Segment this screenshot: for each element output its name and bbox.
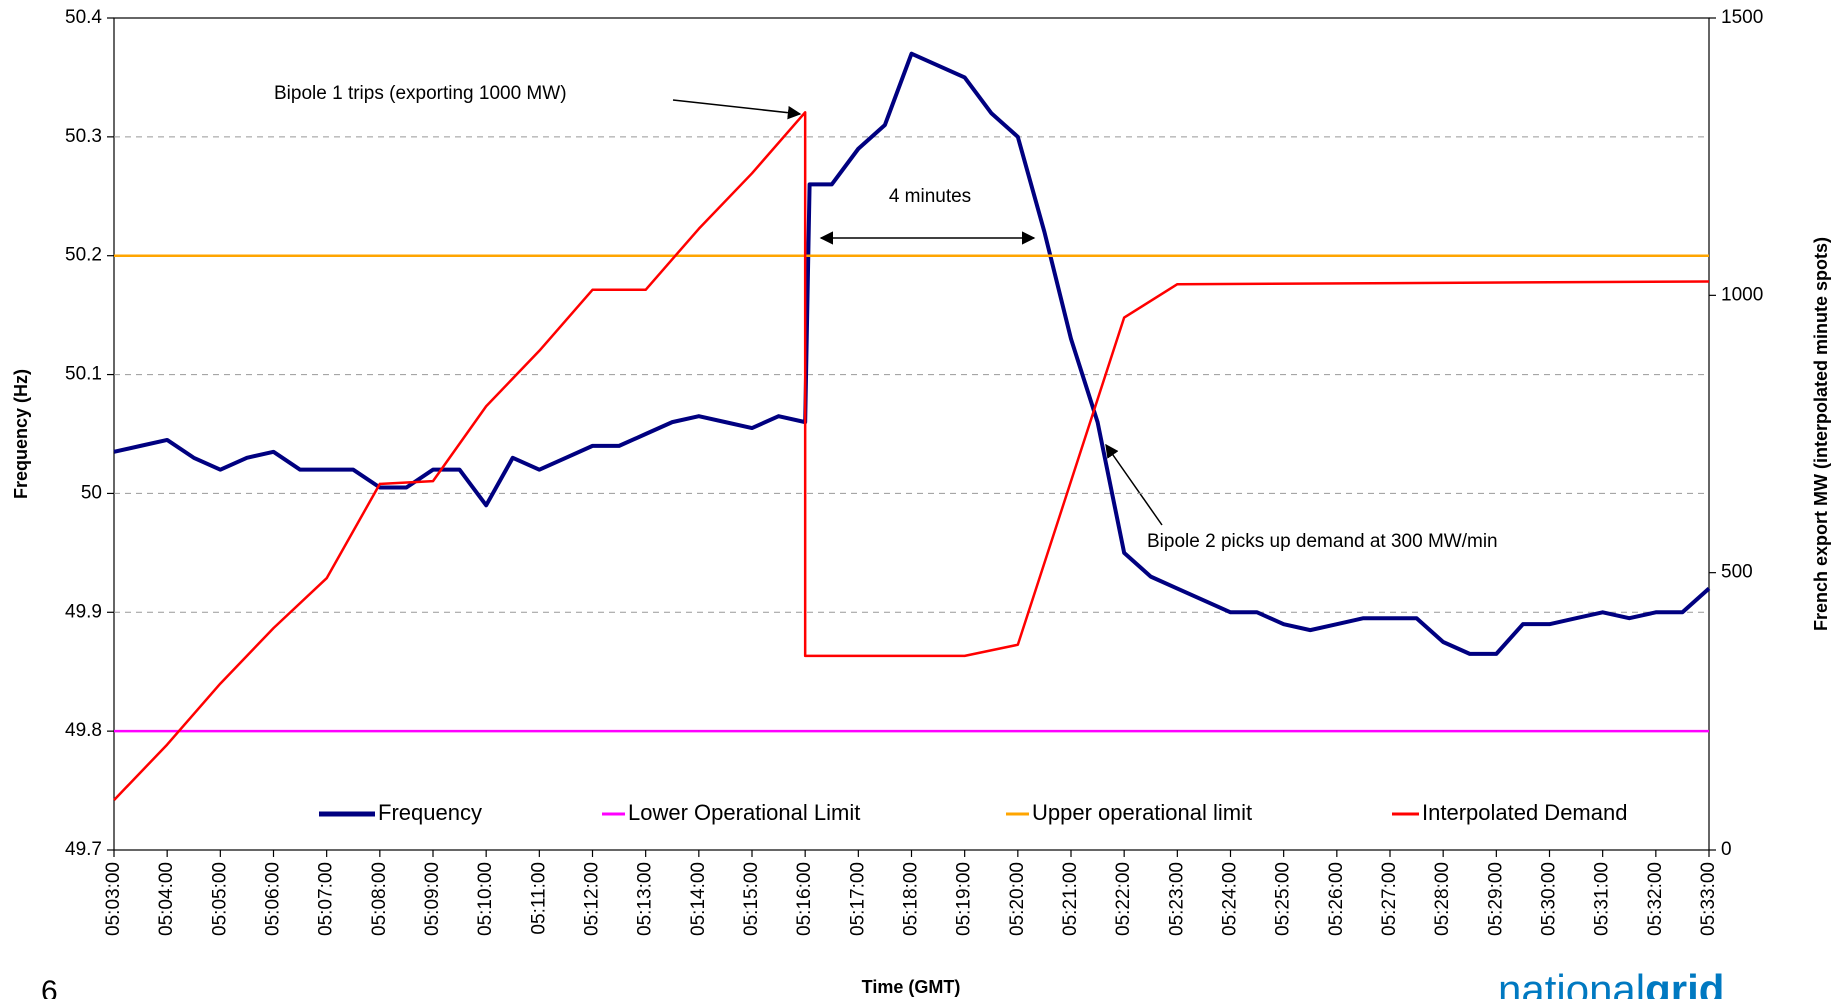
x-tick-label: 05:03:00: [103, 862, 124, 936]
x-tick-label: 05:22:00: [1113, 862, 1134, 936]
x-tick-label: 05:19:00: [954, 862, 975, 936]
x-tick-label: 05:06:00: [263, 862, 284, 936]
x-tick-label: 05:30:00: [1539, 862, 1560, 936]
y2-tick-label: 0: [1721, 839, 1732, 860]
y-tick-label: 49.7: [65, 839, 102, 860]
y-tick-label: 50.3: [65, 126, 102, 147]
logo-part: national: [1498, 966, 1645, 999]
y-tick-label: 50.1: [65, 364, 102, 385]
y2-tick-label: 1500: [1721, 7, 1763, 28]
plot-area: [113, 17, 1710, 851]
series-line: [113, 111, 1710, 801]
x-tick-label: 05:33:00: [1698, 862, 1719, 936]
x-tick-label: 05:10:00: [475, 862, 496, 936]
series-line: [113, 51, 1711, 656]
x-tick-label: 05:23:00: [1166, 862, 1187, 936]
annotation-arrow: [1105, 443, 1163, 526]
x-tick-label: 05:17:00: [847, 862, 868, 936]
x-tick-label: 05:04:00: [156, 862, 177, 936]
x-tick-label: 05:24:00: [1220, 862, 1241, 936]
annotation: Bipole 1 trips (exporting 1000 MW): [274, 83, 567, 104]
x-tick-label: 05:18:00: [901, 862, 922, 936]
x-tick-label: 05:08:00: [369, 862, 390, 936]
x-tick-label: 05:28:00: [1432, 862, 1453, 936]
x-tick-label: 05:25:00: [1273, 862, 1294, 936]
x-tick-label: 05:15:00: [741, 862, 762, 936]
logo-part: grid: [1645, 966, 1724, 999]
x-tick-label: 05:26:00: [1326, 862, 1347, 936]
x-tick-label: 05:13:00: [635, 862, 656, 936]
x-tick-label: 05:16:00: [794, 862, 815, 936]
annotation: Bipole 2 picks up demand at 300 MW/min: [1147, 531, 1498, 552]
x-tick-label: 05:05:00: [209, 862, 230, 936]
y-axis-title: Frequency (Hz): [11, 369, 31, 499]
x-tick-label: 05:27:00: [1379, 862, 1400, 936]
legend-label: Lower Operational Limit: [628, 800, 860, 825]
annotation: 4 minutes: [889, 186, 971, 207]
legend-label: Interpolated Demand: [1422, 800, 1627, 825]
x-axis-title: Time (GMT): [862, 977, 961, 997]
legend-label: Upper operational limit: [1032, 800, 1252, 825]
x-tick-label: 05:12:00: [582, 862, 603, 936]
x-tick-label: 05:14:00: [688, 862, 709, 936]
y2-axis-title: French export MW (interpolated minute sp…: [1811, 237, 1831, 631]
y2-tick-label: 1000: [1721, 284, 1763, 305]
y-tick-label: 50.4: [65, 7, 102, 28]
y-tick-label: 49.8: [65, 720, 102, 741]
x-tick-label: 05:20:00: [1007, 862, 1028, 936]
y-tick-label: 49.9: [65, 601, 102, 622]
y-tick-label: 50: [81, 482, 102, 503]
page-number: 6: [41, 975, 58, 999]
x-tick-label: 05:31:00: [1592, 862, 1613, 936]
logo: nationalgrid: [1498, 966, 1724, 999]
y2-tick-label: 500: [1721, 562, 1753, 583]
y-tick-label: 50.2: [65, 245, 102, 266]
legend-label: Frequency: [378, 800, 482, 825]
x-tick-label: 05:21:00: [1060, 862, 1081, 936]
annotation-arrow: [672, 99, 802, 120]
x-tick-label: 05:29:00: [1485, 862, 1506, 936]
x-tick-label: 05:32:00: [1645, 862, 1666, 936]
x-tick-label: 05:11:00: [528, 862, 549, 935]
x-tick-label: 05:09:00: [422, 862, 443, 936]
x-tick-label: 05:07:00: [316, 862, 337, 936]
